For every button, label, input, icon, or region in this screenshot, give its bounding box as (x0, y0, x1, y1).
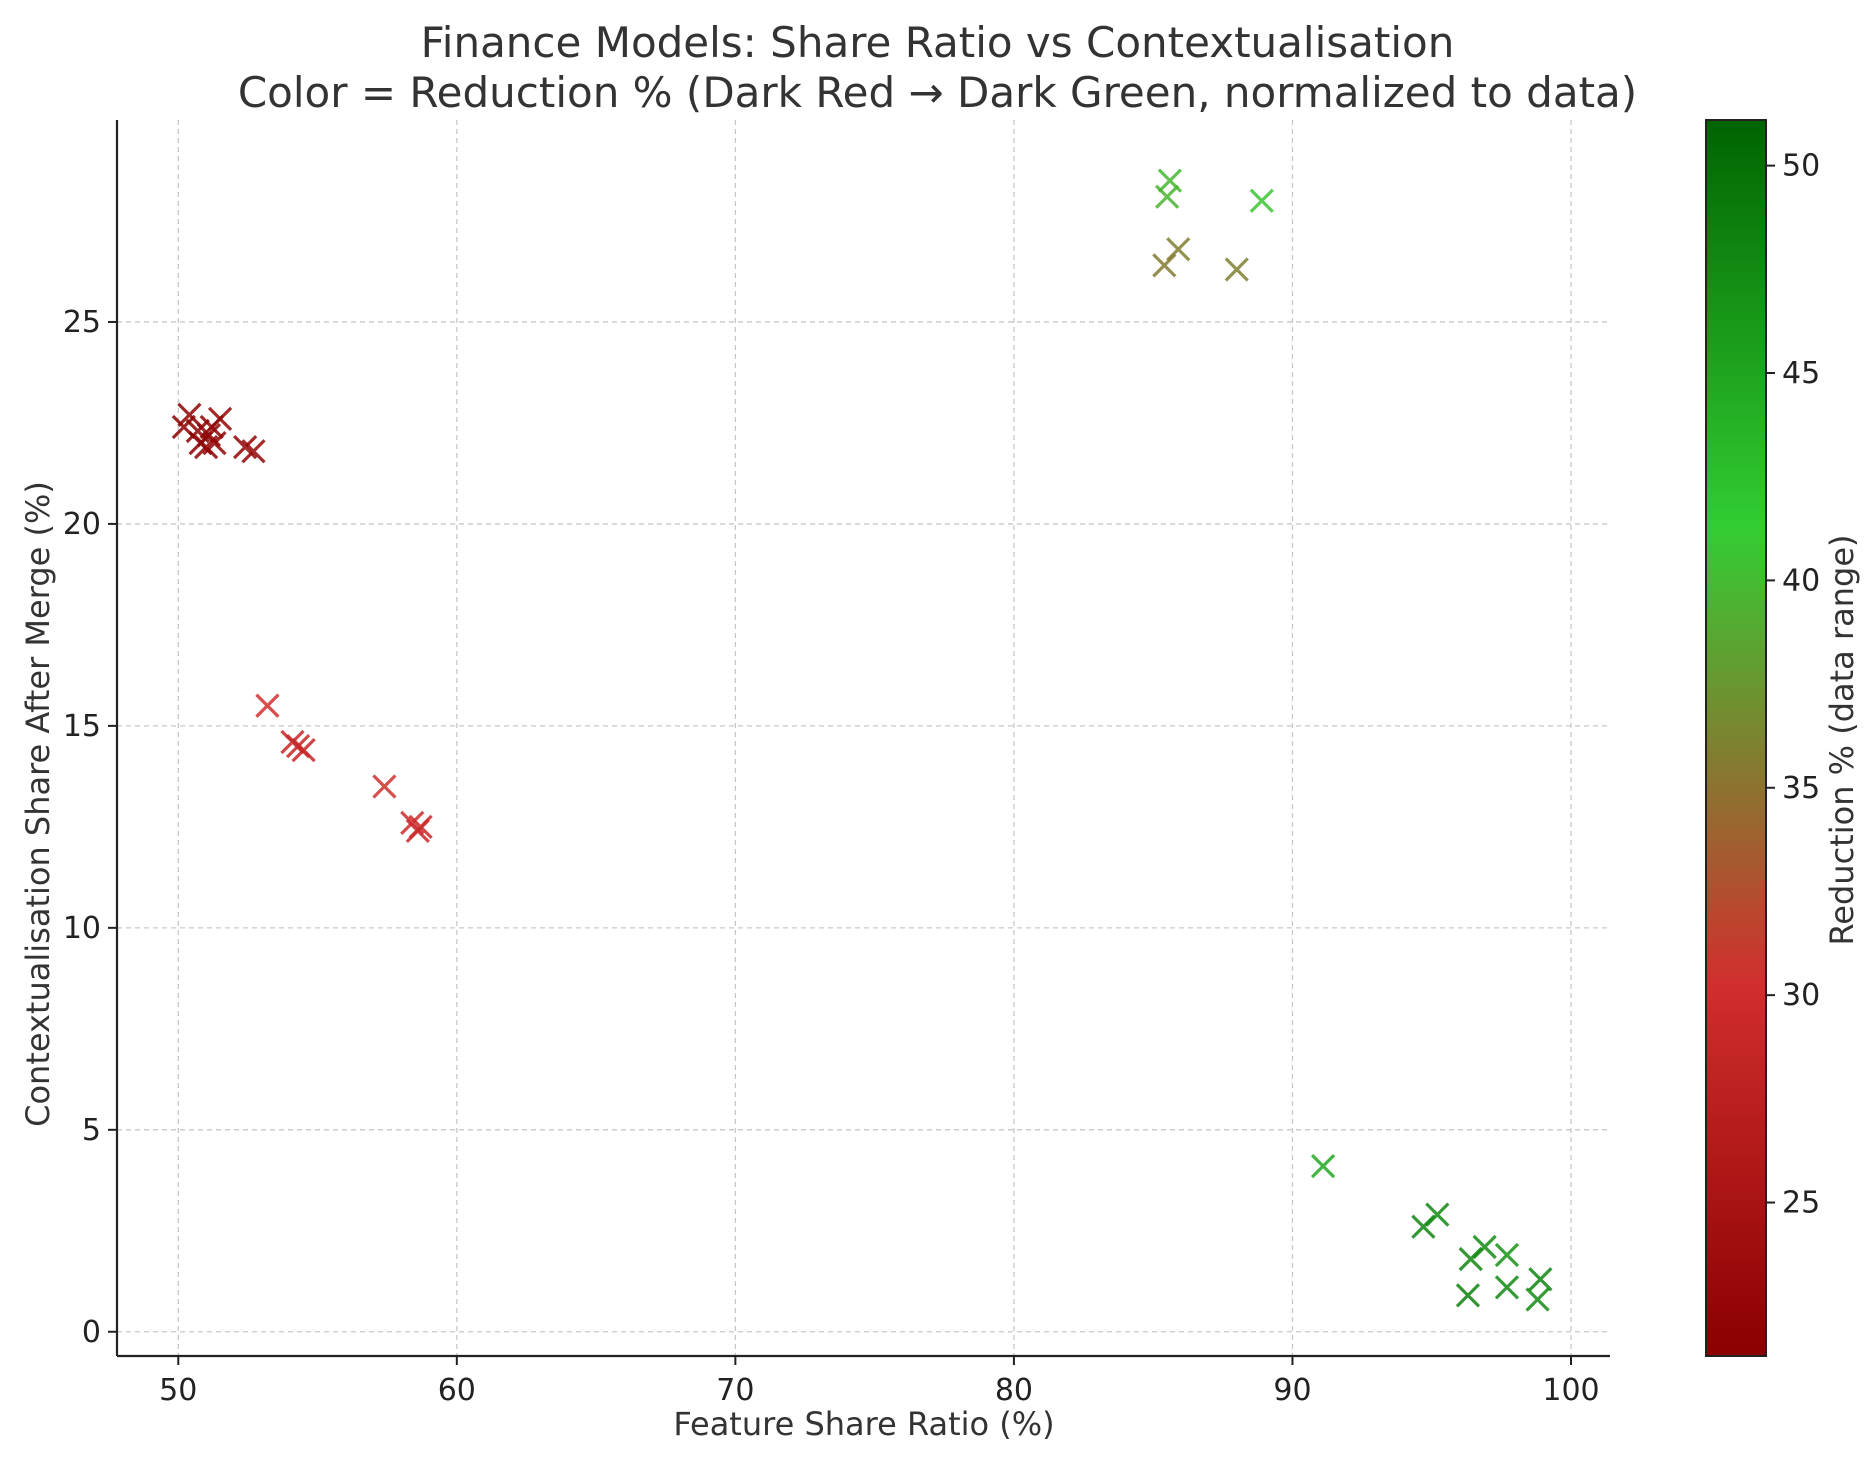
y-axis-label: Contextualisation Share After Merge (%) (19, 481, 57, 1127)
y-tick-label: 10 (63, 911, 101, 946)
data-point-marker (1425, 1202, 1450, 1227)
colorbar-tick-label: 50 (1782, 149, 1820, 184)
x-tick-label: 90 (1273, 1373, 1311, 1408)
data-point-marker (177, 402, 202, 427)
x-tick-label: 60 (438, 1373, 476, 1408)
data-point-marker (1224, 257, 1249, 282)
data-point-marker (207, 406, 233, 432)
data-point-marker (408, 814, 433, 839)
colorbar-gradient (1705, 119, 1767, 1357)
colorbar-label: Reduction % (data range) (1823, 534, 1861, 946)
x-axis-label: Feature Share Ratio (%) (673, 1405, 1055, 1443)
chart-title: Finance Models: Share Ratio vs Contextua… (420, 18, 1455, 67)
y-axis-ticks: 0 5 10 15 20 25 (63, 305, 117, 1350)
data-point-marker (372, 774, 397, 799)
y-tick-label: 5 (82, 1113, 101, 1148)
colorbar-tick-label: 25 (1782, 1186, 1820, 1221)
x-tick-label: 50 (159, 1373, 197, 1408)
colorbar-tick-label: 30 (1782, 978, 1820, 1013)
data-point-marker (255, 693, 280, 718)
x-tick-label: 70 (716, 1373, 754, 1408)
y-tick-label: 25 (63, 305, 101, 340)
y-tick-label: 15 (63, 709, 101, 744)
colorbar-tick-label: 40 (1782, 563, 1820, 598)
y-tick-label: 0 (82, 1315, 101, 1350)
data-point-marker (1455, 1283, 1481, 1308)
data-point-marker (1310, 1154, 1336, 1179)
colorbar-tick-label: 45 (1782, 356, 1820, 391)
data-point-marker (1249, 188, 1274, 213)
data-points (171, 168, 1553, 1312)
chart-subtitle: Color = Reduction % (Dark Red → Dark Gre… (237, 68, 1638, 117)
grid-lines (117, 120, 1610, 1356)
plot-axes (115, 120, 1610, 1358)
data-point-marker (1494, 1275, 1520, 1300)
data-point-marker (1528, 1267, 1553, 1292)
data-point-marker (1472, 1234, 1497, 1260)
data-point-marker (1494, 1242, 1520, 1268)
data-point-marker (241, 439, 266, 464)
x-axis-ticks: 50 60 70 80 90 100 (159, 1356, 1600, 1408)
x-tick-label: 100 (1542, 1373, 1599, 1408)
data-point-marker (202, 431, 227, 456)
colorbar-tick-label: 35 (1782, 771, 1820, 806)
colorbar: 25 30 35 40 45 50 (1705, 119, 1820, 1357)
data-point-marker (1525, 1287, 1550, 1312)
data-point-marker (1154, 184, 1180, 209)
data-point-marker (232, 435, 258, 460)
y-tick-label: 20 (63, 507, 101, 542)
data-point-marker (1152, 253, 1177, 278)
data-point-marker (291, 737, 316, 763)
x-tick-label: 80 (995, 1373, 1033, 1408)
